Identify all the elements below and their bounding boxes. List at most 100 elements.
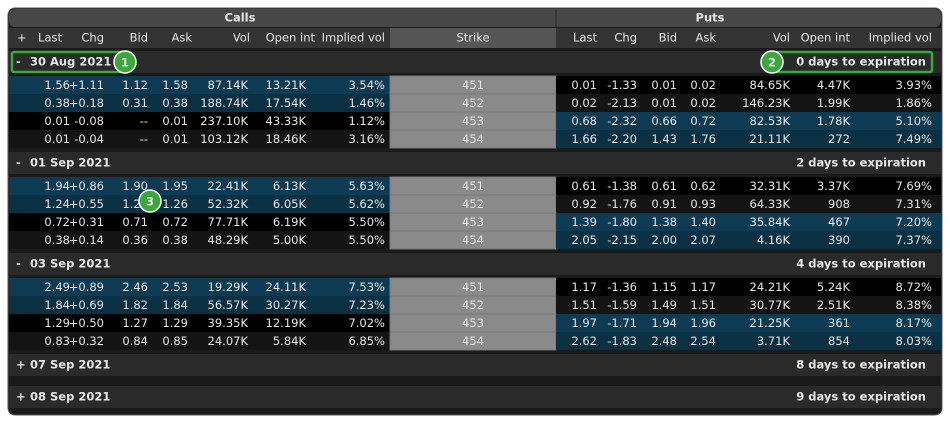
call-cell: +0.31 — [69, 215, 104, 229]
strike: 452 — [462, 197, 484, 211]
expiration-row[interactable] — [9, 253, 941, 275]
calls-row — [9, 213, 390, 231]
expiration-toggle[interactable]: - — [16, 55, 21, 69]
expiration-toggle[interactable]: - — [16, 257, 21, 271]
expiration-row[interactable] — [9, 152, 941, 174]
expiration-toggle[interactable]: + — [16, 358, 26, 372]
expiration-row[interactable] — [9, 51, 941, 73]
put-cell: 854 — [828, 334, 850, 348]
put-cell: 1.49 — [651, 298, 677, 312]
put-cell: 0.61 — [571, 179, 597, 193]
put-cell: 2.48 — [651, 334, 677, 348]
put-cell: 7.37% — [895, 233, 932, 247]
put-cell: 8.03% — [895, 334, 932, 348]
call-cell: 0.01 — [44, 114, 70, 128]
call-cell: 1.56 — [44, 78, 70, 92]
put-cell: 3.93% — [895, 78, 932, 92]
call-cell: 3.54% — [348, 78, 385, 92]
puts-row — [556, 76, 941, 94]
column-label: Ask — [695, 31, 716, 45]
call-cell: 1.84 — [44, 298, 70, 312]
strike: 452 — [462, 298, 484, 312]
call-cell: +0.50 — [69, 316, 104, 330]
days-to-expiration: 2 days to expiration — [796, 156, 926, 170]
put-cell: 1.94 — [651, 316, 677, 330]
call-cell: 0.38 — [162, 233, 188, 247]
put-cell: -1.80 — [607, 215, 637, 229]
strike: 452 — [462, 96, 484, 110]
calls-label: Calls — [225, 11, 256, 25]
put-cell: 2.54 — [690, 334, 716, 348]
call-cell: -- — [140, 132, 148, 146]
expiration-row[interactable] — [9, 386, 941, 408]
days-to-expiration: 8 days to expiration — [796, 358, 926, 372]
call-cell: 1.94 — [44, 179, 70, 193]
put-cell: 0.02 — [690, 96, 716, 110]
column-label: Ask — [171, 31, 192, 45]
call-cell: 1.12% — [348, 114, 385, 128]
strike: 451 — [462, 179, 484, 193]
put-cell: 0.61 — [651, 179, 677, 193]
put-cell: 4.16K — [757, 233, 791, 247]
call-cell: 17.54K — [266, 96, 307, 110]
call-cell: 12.19K — [266, 316, 307, 330]
put-cell: 0.93 — [690, 197, 716, 211]
call-cell: 1.46% — [348, 96, 385, 110]
puts-row — [556, 130, 941, 148]
call-cell: 0.38 — [44, 233, 70, 247]
put-cell: 2.00 — [651, 233, 677, 247]
annotation-number: 1 — [121, 56, 129, 70]
put-cell: 2.62 — [571, 334, 597, 348]
call-cell: 87.14K — [208, 78, 249, 92]
call-cell: 7.02% — [348, 316, 385, 330]
put-cell: 2.05 — [571, 233, 597, 247]
call-cell: 5.63% — [348, 179, 385, 193]
put-cell: -2.20 — [607, 132, 637, 146]
expiration-toggle[interactable]: + — [16, 390, 26, 404]
put-cell: 24.21K — [750, 280, 791, 294]
expiration-date: 08 Sep 2021 — [30, 390, 110, 404]
put-cell: 146.23K — [742, 96, 790, 110]
put-cell: 1.78K — [817, 114, 851, 128]
put-cell: 2.51K — [817, 298, 851, 312]
call-cell: 188.74K — [200, 96, 248, 110]
calls-row — [9, 296, 390, 314]
call-cell: 48.29K — [208, 233, 249, 247]
call-cell: 22.41K — [208, 179, 249, 193]
puts-row — [556, 296, 941, 314]
expiration-date: 03 Sep 2021 — [30, 257, 110, 271]
call-cell: 77.71K — [208, 215, 249, 229]
call-cell: 1.27 — [122, 316, 148, 330]
call-cell: 0.01 — [162, 132, 188, 146]
put-cell: 1.86% — [895, 96, 932, 110]
call-cell: 0.01 — [162, 114, 188, 128]
put-cell: 3.37K — [817, 179, 851, 193]
expiration-toggle[interactable]: - — [16, 156, 21, 170]
put-cell: -1.33 — [607, 78, 637, 92]
call-cell: -0.08 — [74, 114, 104, 128]
put-cell: 467 — [828, 215, 850, 229]
put-cell: 0.91 — [651, 197, 677, 211]
puts-row — [556, 314, 941, 332]
calls-row — [9, 130, 390, 148]
put-cell: 0.68 — [571, 114, 597, 128]
calls-row — [9, 112, 390, 130]
call-cell: +0.32 — [69, 334, 104, 348]
calls-row — [9, 314, 390, 332]
put-cell: 84.65K — [750, 78, 791, 92]
column-label: Implied vol — [322, 31, 385, 45]
call-cell: 5.50% — [348, 233, 385, 247]
expand-button[interactable]: + — [17, 31, 27, 45]
call-cell: 1.29 — [162, 316, 188, 330]
column-label: Open int — [266, 31, 316, 45]
put-cell: 7.49% — [895, 132, 932, 146]
put-cell: 21.11K — [750, 132, 791, 146]
call-cell: +0.69 — [69, 298, 104, 312]
call-cell: 1.90 — [122, 179, 148, 193]
strike: 454 — [462, 132, 484, 146]
expiration-row[interactable] — [9, 354, 941, 376]
expiration-date: 01 Sep 2021 — [30, 156, 110, 170]
call-cell: +0.14 — [69, 233, 104, 247]
call-cell: +0.55 — [69, 197, 104, 211]
call-cell: 0.31 — [122, 96, 148, 110]
